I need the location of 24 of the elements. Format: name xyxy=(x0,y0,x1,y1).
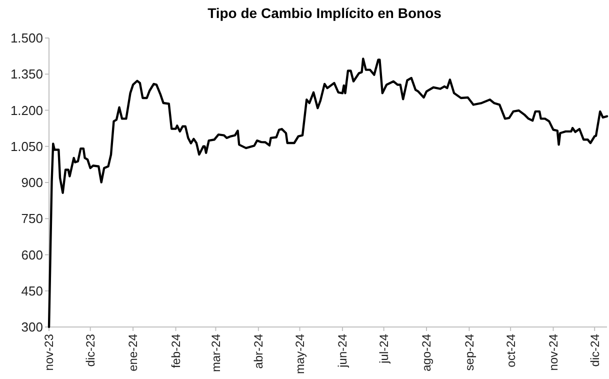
y-tick-label: 750 xyxy=(21,211,43,226)
y-tick-label: 300 xyxy=(21,320,43,335)
x-tick-label: sep-24 xyxy=(462,334,476,371)
x-tick-label: jun-24 xyxy=(336,334,350,368)
chart-title: Tipo de Cambio Implícito en Bonos xyxy=(208,5,442,21)
y-tick-label: 450 xyxy=(21,283,43,298)
x-tick-label: ago-24 xyxy=(420,334,434,372)
y-tick-label: 1.050 xyxy=(10,138,43,154)
x-tick-label: dic-23 xyxy=(84,334,98,367)
x-tick-label: ene-24 xyxy=(126,334,140,372)
x-tick-label: feb-24 xyxy=(168,334,183,368)
x-tick-label: jul-24 xyxy=(377,334,391,364)
y-tick-label: 1.200 xyxy=(10,102,43,118)
x-tick-label: oct-24 xyxy=(504,334,518,368)
x-tick-label: may-24 xyxy=(292,334,307,374)
x-tick-label: dic-24 xyxy=(588,334,602,367)
y-tick-label: 1.500 xyxy=(10,30,43,46)
x-tick-label: nov-23 xyxy=(42,334,56,371)
y-tick-label: 1.350 xyxy=(10,66,43,82)
y-tick-label: 900 xyxy=(21,175,43,190)
x-tick-label: abr-24 xyxy=(252,334,266,369)
x-tick-label: nov-24 xyxy=(546,334,560,371)
x-tick-label: mar-24 xyxy=(208,334,223,372)
y-tick-label: 600 xyxy=(21,247,43,262)
